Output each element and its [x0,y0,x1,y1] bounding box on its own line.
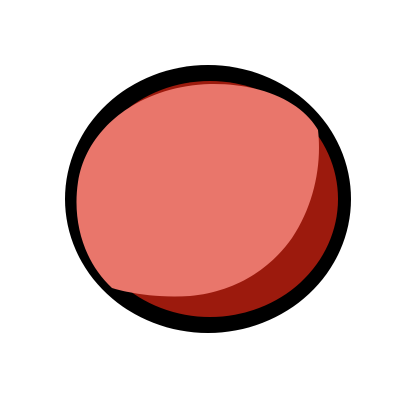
ball-body [76,83,319,297]
